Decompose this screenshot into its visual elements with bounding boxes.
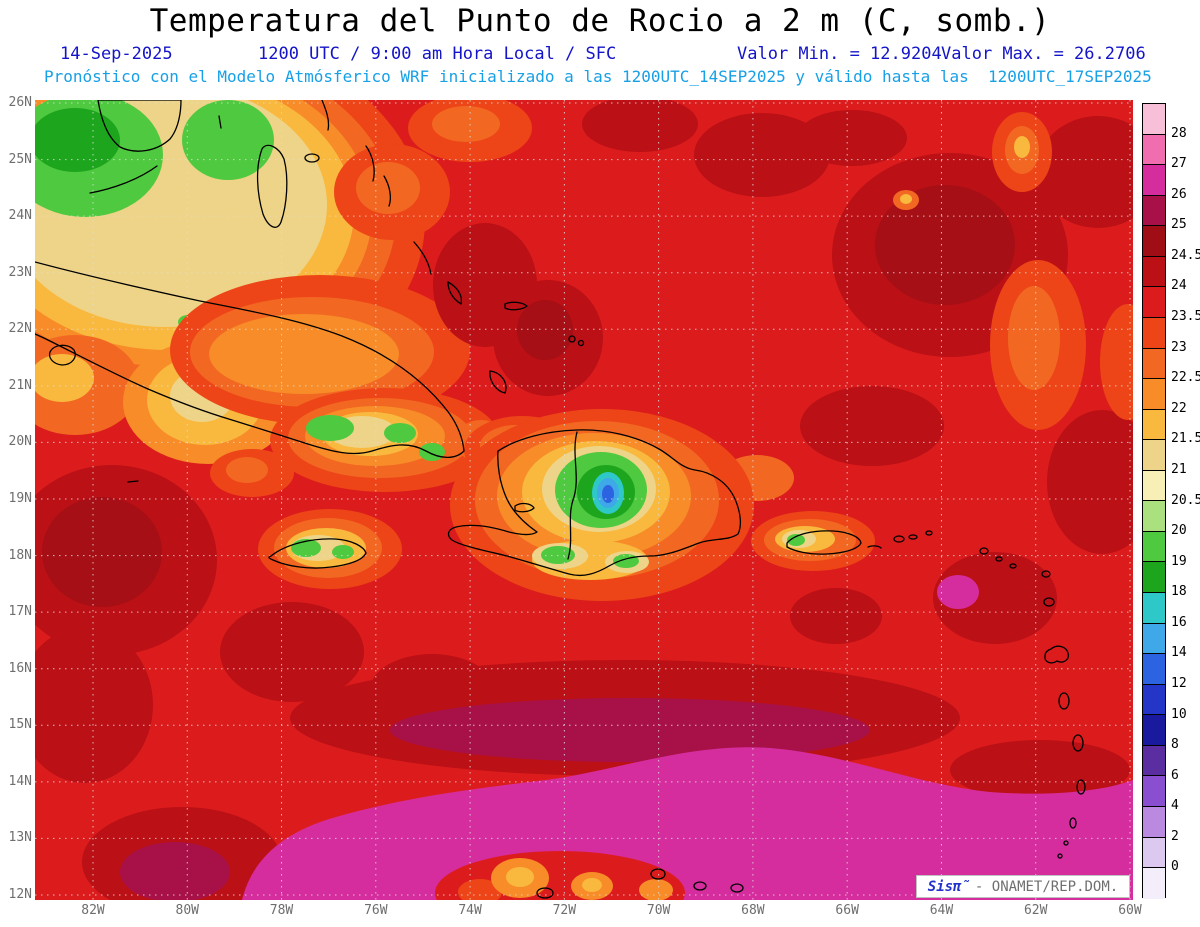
lon-tick-label: 68W xyxy=(741,903,765,918)
sispi-brand: Sisπ̃ xyxy=(927,878,970,895)
colorbar-tick-label: 23 xyxy=(1171,339,1187,355)
lat-tick-label: 21N xyxy=(8,377,32,393)
watermark: Sisπ̃ - ONAMET/REP.DOM. xyxy=(916,875,1130,898)
colorbar-segment xyxy=(1143,623,1165,655)
lat-tick-label: 13N xyxy=(8,830,32,846)
lat-tick-label: 19N xyxy=(8,490,32,506)
colorbar-tick-label: 26 xyxy=(1171,186,1187,202)
lat-tick-label: 24N xyxy=(8,208,32,224)
colorbar-segment xyxy=(1143,104,1165,135)
colorbar-segment xyxy=(1143,379,1165,410)
lon-tick-label: 80W xyxy=(175,903,199,918)
colorbar-segment xyxy=(1143,868,1165,899)
colorbar xyxy=(1142,103,1166,899)
colorbar-segment xyxy=(1143,470,1165,502)
colorbar-segment xyxy=(1143,776,1165,807)
lat-tick-label: 14N xyxy=(8,773,32,789)
colorbar-tick-label: 10 xyxy=(1171,706,1187,722)
lon-tick-label: 78W xyxy=(269,903,294,918)
colorbar-segment xyxy=(1143,348,1165,380)
colorbar-tick-label: 24 xyxy=(1171,278,1187,294)
lon-tick-label: 64W xyxy=(929,903,954,918)
colorbar-segment xyxy=(1143,134,1165,166)
colorbar-segment xyxy=(1143,806,1165,838)
colorbar-tick-label: 23.5 xyxy=(1171,309,1200,325)
colorbar-segment xyxy=(1143,440,1165,471)
colorbar-tick-label: 6 xyxy=(1171,767,1179,783)
colorbar-segment xyxy=(1143,837,1165,869)
lon-tick-label: 62W xyxy=(1023,903,1048,918)
colorbar-segment xyxy=(1143,165,1165,196)
lon-tick-label: 66W xyxy=(835,903,859,918)
min-value-label: Valor Min. = 12.9204 xyxy=(737,44,942,64)
colorbar-segment xyxy=(1143,317,1165,349)
grid-lines xyxy=(35,100,1133,900)
colorbar-segment xyxy=(1143,226,1165,257)
colorbar-tick-label: 8 xyxy=(1171,737,1179,753)
lat-tick-label: 18N xyxy=(8,547,32,563)
colorbar-tick-label: 24.5 xyxy=(1171,247,1200,263)
lat-tick-label: 17N xyxy=(8,604,32,620)
colorbar-tick-label: 22 xyxy=(1171,400,1187,416)
colorbar-segment xyxy=(1143,195,1165,227)
colorbar-tick-label: 20.5 xyxy=(1171,492,1200,508)
forecast-date: 14-Sep-2025 xyxy=(60,44,173,64)
lon-tick-label: 74W xyxy=(458,903,482,918)
colorbar-tick-label: 21 xyxy=(1171,461,1187,477)
lat-tick-label: 16N xyxy=(8,660,32,676)
colorbar-tick-label: 2 xyxy=(1171,828,1179,844)
lon-tick-label: 76W xyxy=(364,903,388,918)
colorbar-segment xyxy=(1143,654,1165,685)
colorbar-segment xyxy=(1143,745,1165,777)
colorbar-tick-label: 14 xyxy=(1171,645,1187,661)
colorbar-segment xyxy=(1143,409,1165,441)
lon-tick-label: 72W xyxy=(552,903,577,918)
lat-tick-label: 26N xyxy=(8,95,32,110)
colorbar-segment xyxy=(1143,501,1165,532)
colorbar-segment xyxy=(1143,715,1165,746)
lat-tick-label: 22N xyxy=(8,321,32,337)
colorbar-tick-label: 22.5 xyxy=(1171,370,1200,386)
colorbar-tick-label: 21.5 xyxy=(1171,431,1200,447)
run-time-label: 1200 UTC / 9:00 am Hora Local / SFC xyxy=(258,44,617,64)
colorbar-tick-label: 18 xyxy=(1171,584,1187,600)
lon-tick-label: 70W xyxy=(646,903,671,918)
forecast-description: Pronóstico con el Modelo Atmósferico WRF… xyxy=(44,67,1152,86)
max-value-label: Valor Max. = 26.2706 xyxy=(941,44,1146,64)
colorbar-segment xyxy=(1143,256,1165,288)
colorbar-tick-label: 28 xyxy=(1171,125,1187,141)
colorbar-segment xyxy=(1143,562,1165,593)
colorbar-tick-label: 12 xyxy=(1171,675,1187,691)
colorbar-segment xyxy=(1143,531,1165,563)
lat-tick-label: 25N xyxy=(8,151,32,167)
lat-tick-label: 20N xyxy=(8,434,32,450)
colorbar-tick-label: 27 xyxy=(1171,156,1187,172)
colorbar-tick-label: 20 xyxy=(1171,523,1187,539)
watermark-text: - ONAMET/REP.DOM. xyxy=(974,878,1119,895)
dewpoint-shading xyxy=(35,100,1133,900)
colorbar-tick-label: 19 xyxy=(1171,553,1187,569)
lon-tick-label: 60W xyxy=(1118,903,1142,918)
lat-tick-label: 23N xyxy=(8,264,32,280)
colorbar-segment xyxy=(1143,287,1165,318)
lon-tick-label: 82W xyxy=(81,903,105,918)
colorbar-tick-label: 25 xyxy=(1171,217,1187,233)
colorbar-tick-label: 0 xyxy=(1171,859,1179,875)
lat-tick-label: 15N xyxy=(8,717,32,733)
colorbar-segment xyxy=(1143,684,1165,716)
colorbar-tick-label: 16 xyxy=(1171,614,1187,630)
page-title: Temperatura del Punto de Rocio a 2 m (C,… xyxy=(149,3,1051,39)
colorbar-tick-label: 4 xyxy=(1171,798,1179,814)
lat-tick-label: 12N xyxy=(8,886,32,902)
colorbar-segment xyxy=(1143,593,1165,624)
